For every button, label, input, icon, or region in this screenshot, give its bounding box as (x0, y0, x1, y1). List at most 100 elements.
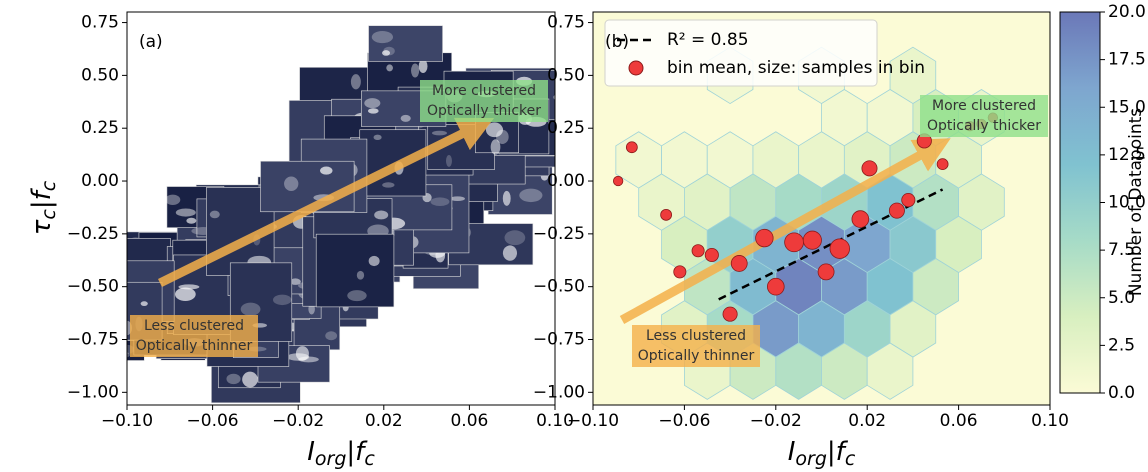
cloud (351, 74, 361, 89)
bin-mean-point (803, 231, 821, 249)
axis-label-part: c (364, 448, 375, 470)
cloud (186, 218, 196, 224)
bin-mean-point (889, 203, 904, 218)
cloud (92, 303, 108, 309)
y-tick-label: −1.00 (533, 382, 585, 402)
cloud (175, 287, 196, 301)
annotation: Optically thicker (927, 118, 1041, 134)
bin-mean-point (692, 245, 704, 257)
cloud (357, 271, 364, 280)
cloud (178, 284, 199, 289)
cloud (320, 167, 332, 175)
colorbar-label: Number of Datapoints (1126, 108, 1146, 296)
x-tick-label: 0.02 (848, 411, 886, 431)
axis-label-part: org (315, 448, 347, 470)
axis-label: Iorg|fc (788, 437, 856, 470)
legend-marker (629, 61, 643, 75)
colorbar-tick-label: 20.0 (1108, 2, 1146, 22)
axis-label-part: c (845, 448, 856, 470)
bin-mean-point (862, 161, 877, 176)
bin-mean-point (818, 264, 834, 280)
annotation: More clustered (932, 98, 1036, 114)
image-tile (369, 26, 443, 62)
bin-mean-point (661, 209, 672, 220)
colorbar-tick-label: 2.5 (1108, 335, 1135, 355)
figure: More clustered Optically thicker Less clus… (0, 0, 1148, 472)
axis-label-part: I (788, 437, 796, 467)
cloud (165, 195, 180, 205)
cloud (104, 260, 127, 274)
cloud (503, 245, 517, 260)
cloud (69, 263, 83, 275)
cloud (505, 230, 526, 245)
annotation: Optically thinner (638, 348, 755, 364)
x-tick-label: 0.02 (365, 411, 403, 431)
colorbar-tick-label: 17.5 (1108, 50, 1146, 70)
x-tick-label: −0.02 (750, 411, 802, 431)
x-tick-label: 0.10 (1031, 411, 1069, 431)
annotation: Less clustered (144, 318, 244, 334)
bin-mean-point (613, 176, 623, 186)
bin-mean-point (723, 307, 737, 321)
colorbar (1060, 12, 1100, 393)
cloud (80, 300, 91, 308)
axis-label-part: I (307, 437, 315, 467)
x-tick-label: −0.10 (101, 411, 153, 431)
cloud (226, 374, 240, 384)
image-tile (261, 161, 355, 212)
legend-label: R² = 0.85 (667, 30, 749, 50)
cloud (519, 189, 542, 202)
y-tick-label: −0.75 (533, 330, 585, 350)
bin-mean-point (756, 229, 774, 247)
cloud (372, 31, 393, 43)
cloud (108, 300, 129, 306)
cloud (374, 135, 382, 140)
legend-label: bin mean, size: samples in bin (667, 58, 925, 78)
cloud (141, 301, 148, 306)
annotation: Less clustered (646, 328, 746, 344)
cloud (347, 290, 366, 301)
cloud (273, 295, 292, 305)
cloud (364, 98, 380, 108)
cloud (374, 210, 388, 219)
cloud (242, 372, 258, 388)
legend: R² = 0.85 bin mean, size: samples in bin (605, 20, 925, 86)
bin-mean-point (937, 159, 948, 170)
panel-label: (a) (139, 32, 163, 52)
cloud (287, 353, 309, 361)
cloud (241, 303, 261, 316)
annotation: More clustered (432, 83, 536, 99)
x-tick-label: 0.06 (940, 411, 978, 431)
x-tick-label: −0.06 (658, 411, 710, 431)
axis-label-part: c (38, 209, 60, 220)
y-tick-label: 0.50 (547, 65, 585, 85)
cloud (491, 139, 501, 155)
y-tick-label: 0.75 (81, 13, 119, 33)
axis-label: τc|fc (27, 180, 60, 235)
bin-mean-point (852, 211, 869, 228)
cloud (284, 177, 298, 191)
y-tick-label: 0.25 (81, 118, 119, 138)
axis-label: Iorg|fc (307, 437, 375, 470)
bin-mean-point (830, 239, 850, 259)
cloud (450, 196, 465, 201)
y-tick-label: −0.50 (67, 277, 119, 297)
cloud (114, 299, 124, 303)
cloud (401, 115, 411, 122)
bin-mean-point (626, 142, 637, 153)
cloud (503, 191, 511, 206)
cloud (368, 108, 379, 113)
axis-label-part: org (795, 448, 827, 470)
annotation: Optically thicker (427, 103, 541, 119)
x-tick-label: −0.10 (567, 411, 619, 431)
bin-mean-point (705, 248, 718, 261)
cloud (554, 92, 576, 103)
y-tick-label: −0.25 (533, 224, 585, 244)
y-tick-label: 0.00 (81, 171, 119, 191)
y-tick-label: −0.25 (67, 224, 119, 244)
bin-mean-point (767, 278, 784, 295)
cloud (369, 256, 380, 266)
y-tick-label: 0.00 (547, 171, 585, 191)
axis-label-part: c (38, 180, 60, 191)
x-tick-label: 0.06 (450, 411, 488, 431)
